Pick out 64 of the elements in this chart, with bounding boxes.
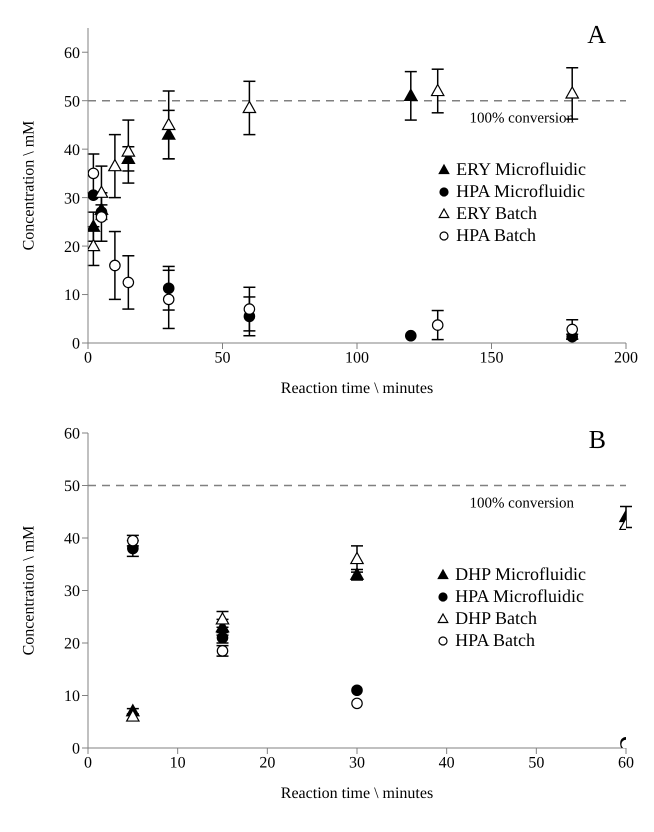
y-tick-label: 50 (64, 478, 80, 496)
x-tick-label: 0 (84, 349, 92, 366)
y-tick-label: 0 (72, 336, 80, 353)
y-tick-label: 10 (64, 688, 80, 706)
ref-line-label: 100% conversion (469, 110, 574, 127)
legend-label: ERY Microfluidic (456, 158, 586, 180)
chart-title: B (588, 425, 606, 455)
point (122, 276, 134, 288)
point (88, 168, 100, 180)
y-tick-label: 10 (64, 287, 80, 304)
x-tick-label: 60 (618, 754, 634, 772)
y-tick-label: 50 (64, 93, 80, 110)
legend-label: ERY Batch (456, 202, 537, 224)
point (565, 86, 579, 99)
x-tick-label: 200 (614, 349, 638, 366)
point (162, 118, 176, 130)
x-tick-label: 0 (84, 754, 92, 772)
point (350, 552, 364, 564)
point (162, 294, 174, 306)
y-axis-title: Concentration \ mM (20, 120, 38, 250)
y-tick-label: 40 (64, 530, 80, 548)
point (244, 303, 256, 315)
point (566, 324, 578, 336)
x-tick-label: 100 (345, 349, 369, 366)
legend-label: HPA Batch (456, 224, 536, 246)
x-tick-label: 20 (259, 754, 276, 772)
point (351, 698, 363, 710)
x-tick-label: 40 (438, 754, 455, 772)
point (351, 684, 363, 696)
point (430, 84, 444, 96)
y-tick-label: 40 (64, 142, 80, 159)
legend-label: HPA Microfluidic (456, 180, 586, 202)
ref-line-label: 100% conversion (469, 496, 574, 512)
legend-label: HPA Microfluidic (455, 585, 584, 607)
point (242, 100, 256, 114)
point (126, 709, 140, 722)
x-tick-label: 30 (349, 754, 365, 772)
point (432, 319, 444, 331)
x-axis-title: Reaction time \ minutes (280, 785, 434, 802)
point (122, 144, 136, 157)
y-tick-label: 60 (64, 426, 80, 443)
x-tick-label: 150 (480, 349, 504, 366)
y-tick-label: 30 (64, 190, 80, 208)
x-axis-title: Reaction time \ minutes (280, 380, 434, 397)
legend-label: DHP Microfluidic (455, 563, 586, 585)
point (109, 260, 121, 272)
legend-label: DHP Batch (455, 607, 537, 629)
x-tick-label: 10 (170, 754, 186, 772)
legend-label: HPA Batch (455, 629, 536, 651)
y-tick-label: 30 (64, 583, 80, 600)
x-tick-label: 50 (214, 349, 230, 366)
point (88, 220, 100, 232)
y-tick-label: 20 (64, 238, 80, 256)
point (216, 612, 230, 625)
point (404, 88, 418, 101)
chart-title: A (587, 20, 606, 50)
point (162, 282, 174, 294)
point (405, 330, 417, 342)
y-tick-label: 60 (64, 44, 80, 62)
y-axis-title: Concentration \ mM (20, 526, 38, 656)
y-tick-label: 0 (72, 740, 80, 758)
y-tick-label: 20 (64, 636, 80, 653)
point (108, 159, 122, 172)
x-tick-label: 50 (528, 754, 544, 772)
